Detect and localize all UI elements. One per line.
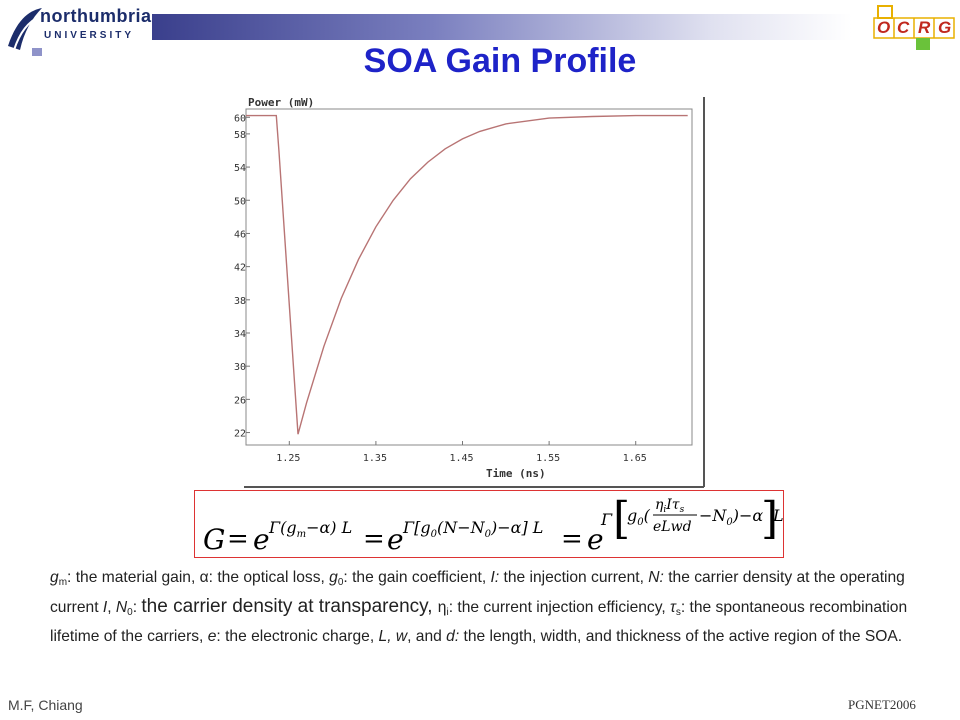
logo-wordmark: northumbria [40,6,152,26]
gain-equation: G = e Γ(gm−α) L = e Γ[g0(N−N0)−α] L = e … [194,490,784,558]
y-axis-label: Power (mW) [248,96,314,109]
eq-exponent-1: Γ(gm−α) L [268,518,352,540]
eq-gamma: Γ [600,510,613,529]
ocrg-letter: R [918,18,931,37]
variable-description: gm: the material gain, α: the optical lo… [50,569,908,645]
x-tick-label: 1.25 [276,453,300,464]
y-tick-label: 26 [234,395,246,406]
y-tick-label: 34 [234,329,246,340]
logo-swoosh-icon [8,8,42,51]
eq-fraction-denominator: eLwd [653,519,692,535]
eq-bracket-left: [ [613,493,630,544]
power-curve [246,114,688,435]
y-tick-label: 42 [234,263,246,274]
page-title: SOA Gain Profile [363,42,637,80]
y-tick-label: 38 [234,296,246,307]
eq-exp-base: e [387,523,404,556]
y-tick-label: 58 [234,130,246,141]
y-tick-label: 22 [234,429,246,440]
eq-length: L [772,506,784,525]
x-tick-label: 1.65 [623,453,647,464]
eq-exponent-2: Γ[g0(N−N0)−α] L [402,518,543,540]
eq-bracket-right: ] [761,493,778,544]
eq-equals: = [561,524,583,554]
gain-chart: 60 58 54 50 46 42 38 34 30 26 22 1.25 1.35 1.45 1.55 1… [232,95,708,491]
decorative-square [32,48,42,56]
y-tick-label: 30 [234,362,246,373]
y-tick-label: 54 [234,163,246,174]
x-tick-label: 1.55 [536,453,560,464]
eq-equals: = [363,524,385,554]
ocrg-grid-icon [873,5,955,50]
eq-exp-base: e [587,523,604,556]
eq-n0: −N0)−α [699,506,763,528]
eq-exp-base: e [253,523,270,556]
ocrg-letter: O [877,18,891,37]
ocrg-logo: O C R G [872,4,956,52]
footer-author: M.F, Chiang [8,697,83,713]
x-tick-label: 1.35 [363,453,387,464]
x-tick-label: 1.45 [450,453,474,464]
eq-lhs: G [203,523,225,556]
eq-equals: = [227,524,249,554]
logo-subtitle: UNIVERSITY [44,30,135,41]
ocrg-letter: C [897,18,910,37]
eq-g0: g0( [627,506,651,528]
y-tick-label: 50 [234,196,246,207]
ocrg-letter: G [938,18,952,37]
university-logo [6,4,156,56]
footer-conference: PGNET2006 [848,697,916,712]
x-axis-label: Time (ns) [486,467,546,480]
equation-svg: G = e Γ(gm−α) L = e Γ[g0(N−N0)−α] L = e … [203,493,784,556]
chart-svg: 60 58 54 50 46 42 38 34 30 26 22 1.25 1.35 1.45 1.55 1… [232,95,708,491]
y-tick-label: 46 [234,229,246,240]
y-tick-label: 60 [234,113,246,124]
eq-fraction-numerator: ηiIτs [655,497,685,515]
header-gradient-bar [152,14,852,40]
